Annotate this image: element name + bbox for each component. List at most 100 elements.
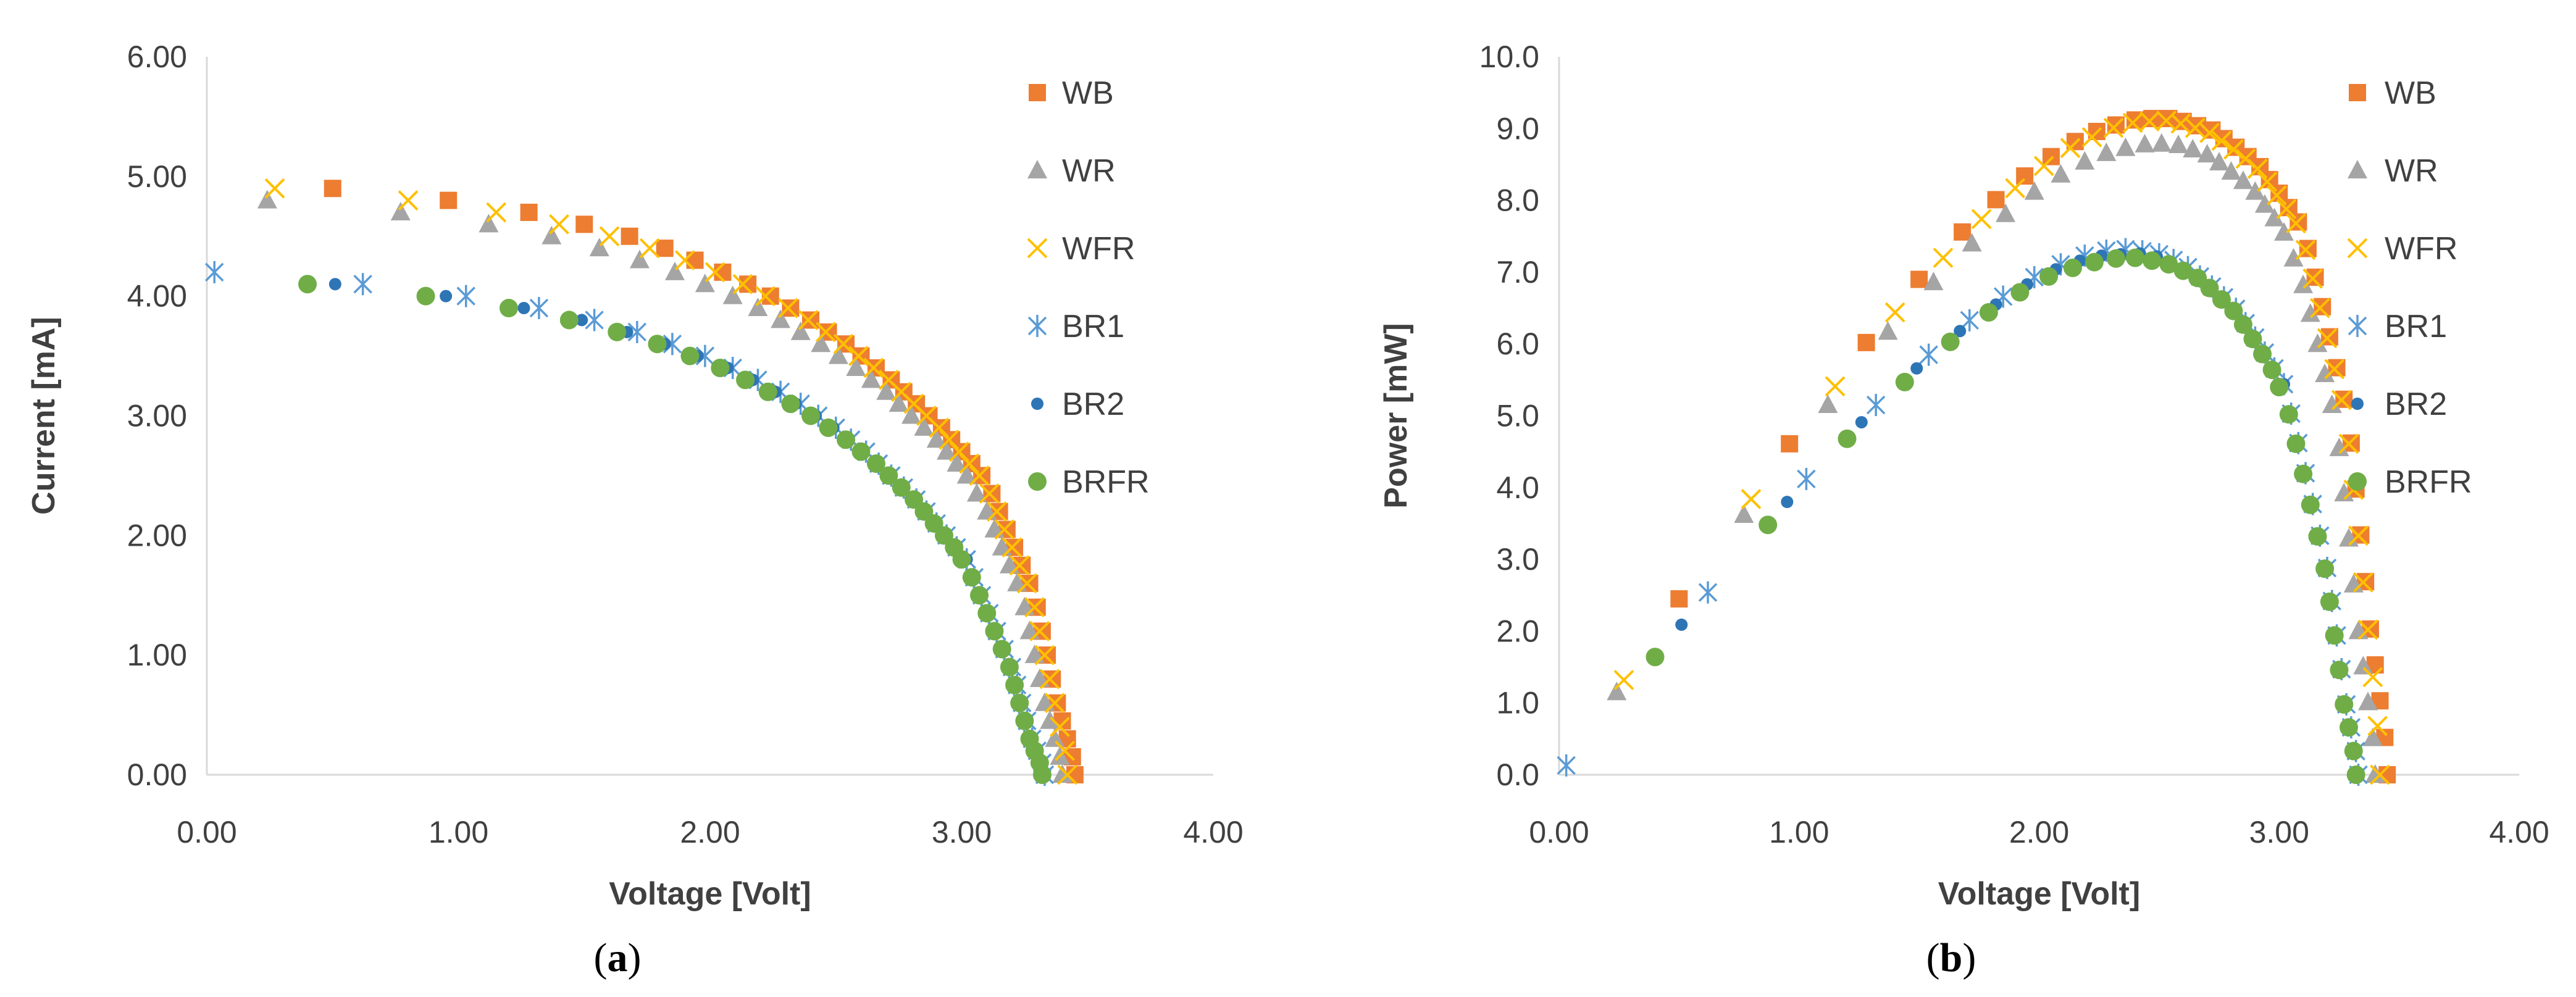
data-point-wr	[2115, 137, 2136, 156]
data-point-wfr	[639, 238, 660, 259]
data-point-wr	[695, 273, 715, 293]
data-point-wfr	[1933, 248, 1954, 269]
data-point-wfr	[798, 310, 819, 330]
legend-marker-wr	[2348, 160, 2367, 178]
data-point-wb	[1954, 223, 1972, 241]
data-point-brfr	[1032, 765, 1052, 784]
data-point-wfr	[2103, 117, 2124, 138]
data-point-wfr	[2309, 298, 2330, 319]
legend-marker-wfr	[1027, 238, 1048, 259]
data-point-brfr	[2344, 741, 2363, 761]
data-point-wr	[2168, 135, 2188, 154]
data-point-brfr	[866, 454, 885, 473]
data-point-brfr	[2106, 249, 2125, 268]
data-point-wfr	[2367, 715, 2388, 736]
data-point-wfr	[732, 273, 753, 294]
data-point-brfr	[2325, 626, 2344, 645]
data-point-wr	[2096, 142, 2117, 161]
y-tick-label: 8.0	[1496, 183, 1539, 218]
data-point-brfr	[2330, 661, 2349, 680]
data-point-wfr	[979, 483, 1000, 504]
data-point-wr	[2334, 483, 2354, 502]
data-point-brfr	[1646, 648, 1665, 667]
data-point-brfr	[648, 335, 667, 354]
data-point-br2	[440, 290, 453, 302]
data-point-brfr	[2308, 527, 2327, 546]
x-tick-label: 1.00	[429, 815, 488, 849]
data-point-brfr	[819, 418, 838, 437]
data-point-brfr	[2301, 495, 2320, 514]
data-point-br1	[1960, 309, 1979, 332]
data-point-wr	[2221, 161, 2241, 180]
data-point-brfr	[1895, 372, 1914, 391]
data-point-wr	[1818, 394, 1838, 414]
data-point-wr	[1734, 504, 1754, 523]
legend-marker-br2	[2351, 398, 2364, 410]
data-point-wr	[1045, 728, 1065, 747]
data-point-br1	[456, 285, 475, 307]
data-point-brfr	[2320, 592, 2339, 611]
data-point-wr	[2300, 303, 2320, 322]
data-point-wb	[802, 311, 819, 329]
data-point-brfr	[1015, 711, 1034, 730]
y-tick-label: 7.0	[1496, 255, 1539, 290]
data-point-wr	[2233, 170, 2253, 190]
data-point-brfr	[1010, 693, 1029, 712]
data-point-br2	[328, 278, 341, 291]
data-point-wfr	[1741, 488, 1762, 509]
data-point-brfr	[992, 640, 1011, 659]
data-point-brfr	[2200, 278, 2219, 298]
panel-caption: (b)	[1926, 935, 1976, 980]
data-point-wr	[390, 201, 411, 220]
data-point-wfr	[994, 519, 1015, 540]
data-point-brfr	[2173, 261, 2193, 280]
y-tick-label: 0.0	[1496, 757, 1539, 792]
legend-label-wfr: WFR	[2385, 231, 2457, 267]
data-point-wfr	[2122, 112, 2143, 133]
data-point-wfr	[1017, 573, 1037, 594]
data-point-wfr	[1884, 302, 1905, 323]
data-point-wr	[2358, 691, 2378, 711]
data-point-wr	[2024, 181, 2044, 200]
data-point-wfr	[2257, 171, 2278, 192]
data-point-br2	[1954, 325, 1967, 338]
data-point-brfr	[608, 322, 627, 341]
y-tick-label: 6.00	[127, 40, 187, 74]
data-point-wr	[956, 465, 977, 484]
x-tick-label: 4.00	[2489, 815, 2549, 849]
data-point-br1	[1797, 467, 1816, 490]
data-point-br1	[1919, 343, 1938, 366]
series-wfr	[1613, 111, 2390, 785]
x-tick-label: 0.00	[1529, 815, 1589, 849]
data-point-wfr	[2235, 148, 2256, 169]
data-point-wr	[828, 345, 848, 364]
data-point-wr	[1996, 203, 2016, 222]
legend-label-wb: WB	[1062, 75, 1114, 111]
data-point-brfr	[837, 430, 856, 449]
data-point-wfr	[2352, 572, 2373, 593]
chart-panel-a: 0.00 1.00 2.00 3.00 4.00 0.00 1.00 2.00 3.00 4.00…	[26, 40, 1244, 980]
legend-marker-br2	[1031, 398, 1043, 410]
data-point-wb	[2016, 167, 2034, 185]
y-axis-title: Power [mW]	[1378, 323, 1414, 508]
data-point-wr	[926, 429, 947, 448]
legend-marker-wb	[1029, 84, 1046, 101]
data-point-wfr	[2357, 619, 2378, 640]
data-point-wfr	[1029, 620, 1050, 641]
data-point-wr	[2254, 194, 2275, 213]
data-point-wr	[876, 381, 897, 400]
data-point-brfr	[2224, 301, 2243, 320]
data-point-wfr	[2211, 130, 2232, 151]
y-tick-label: 2.00	[127, 518, 187, 553]
data-point-brfr	[736, 370, 755, 390]
x-tick-label: 3.00	[932, 815, 992, 849]
data-point-wr	[748, 298, 768, 317]
data-point-wfr	[833, 333, 854, 354]
data-point-wfr	[2370, 764, 2390, 785]
data-point-brfr	[2262, 361, 2281, 380]
data-point-wfr	[705, 262, 726, 283]
data-point-wr	[2274, 222, 2294, 241]
series-brfr	[298, 275, 1052, 784]
data-point-br2	[575, 314, 588, 327]
data-point-wfr	[2362, 667, 2383, 688]
